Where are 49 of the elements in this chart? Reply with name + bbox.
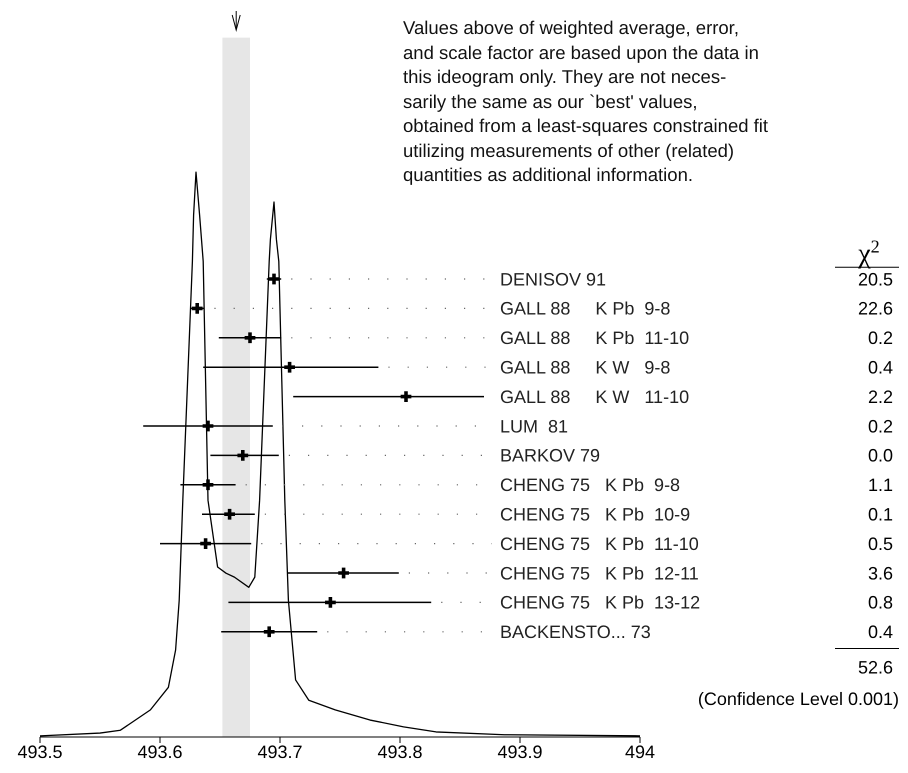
- point: [325, 597, 336, 608]
- text: 0.5: [868, 534, 893, 554]
- text: 0.0: [868, 446, 893, 466]
- text: 1.1: [868, 475, 893, 496]
- category-label: GALL 88 K Pb 9-8: [500, 298, 670, 319]
- text: 0.4: [868, 622, 893, 642]
- text: 0.4: [868, 358, 893, 378]
- x-tick-label: 494: [624, 742, 656, 762]
- text: 22.6: [858, 298, 893, 319]
- text: χ$^{2}$: [857, 236, 880, 270]
- text: 0.1: [868, 504, 893, 524]
- point: [264, 626, 275, 638]
- category-label: CHENG 75 K Pb 12-11: [500, 563, 699, 584]
- category-label: GALL 88 K Pb 11-10: [500, 328, 690, 348]
- x-tick-label: 493.7: [257, 742, 303, 762]
- text: 0.2: [868, 416, 893, 436]
- x-tick-label: 493.5: [17, 742, 63, 762]
- point: [400, 391, 412, 402]
- category-label: CHENG 75 K Pb 10-9: [500, 504, 690, 524]
- x-tick-label: 493.8: [377, 742, 423, 762]
- x-tick-label: 493.6: [137, 742, 183, 762]
- point: [268, 274, 280, 284]
- category-label: DENISOV 91: [500, 269, 606, 290]
- point: [244, 332, 256, 344]
- text: 3.6: [868, 563, 893, 584]
- category-label: CHENG 75 K Pb 9-8: [500, 475, 680, 496]
- point: [284, 362, 295, 373]
- point: [237, 450, 248, 461]
- point: [192, 303, 203, 314]
- point: [202, 479, 214, 490]
- point: [202, 420, 214, 432]
- text: 0.8: [868, 592, 893, 613]
- category-label: GALL 88 K W 11-10: [500, 386, 690, 407]
- category-label: LUM 81: [500, 416, 568, 436]
- text: 2.2: [868, 386, 893, 407]
- text: 52.6: [858, 658, 893, 678]
- category-label: CHENG 75 K Pb 11-10: [500, 534, 699, 554]
- category-label: BARKOV 79: [500, 446, 600, 466]
- category-label: GALL 88 K W 9-8: [500, 358, 670, 378]
- point: [224, 508, 235, 520]
- text: (Confidence Level 0.001): [698, 688, 899, 709]
- category-label: BACKENSTO... 73: [500, 622, 651, 642]
- category-label: CHENG 75 K Pb 13-12: [500, 592, 700, 613]
- point: [200, 538, 211, 549]
- x-tick-label: 493.9: [497, 742, 543, 762]
- annotation: Values above of weighted average, error, and scale factor are based upon the data in this ideogram only. They are not neces- sarily the same as our `best' values, obtained from a least-squares constrained fit utilizing measurements of other (related) quantities as additional information.: [403, 16, 770, 187]
- text: 0.2: [868, 328, 893, 348]
- text: 20.5: [858, 269, 893, 290]
- point: [338, 568, 349, 578]
